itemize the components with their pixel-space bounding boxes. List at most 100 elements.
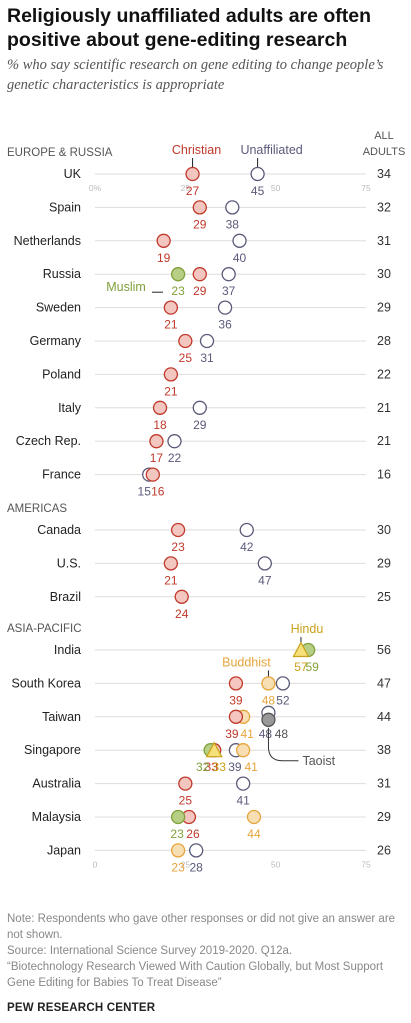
buddhist-marker	[170, 843, 186, 858]
unaffiliated-marker	[167, 434, 182, 449]
all-adults-value: 26	[377, 843, 391, 857]
axis-tick-label: 50	[271, 859, 281, 869]
buddhist-value-label: 44	[247, 827, 261, 841]
christian-marker	[228, 709, 244, 724]
unaffiliated-marker	[225, 200, 240, 215]
unaffiliated-value-label: 47	[258, 573, 272, 587]
country-label: Canada	[37, 523, 81, 537]
christian-value-label: 39	[229, 693, 243, 707]
region-header: AMERICAS	[7, 503, 67, 515]
muslim-marker	[170, 267, 186, 282]
region-header: ASIA-PACIFIC	[7, 623, 82, 635]
taoist-marker	[261, 712, 276, 727]
unaffiliated-value-label: 52	[276, 693, 290, 707]
unaffiliated-marker	[189, 843, 204, 858]
christian-value-label: 24	[175, 607, 189, 621]
hindu-value-label: 33	[213, 760, 227, 774]
christian-value-label: 21	[164, 384, 178, 398]
unaffiliated-value-label: 38	[226, 217, 240, 231]
hindu-series-label: Hindu	[291, 622, 324, 636]
muslim-value-label: 23	[171, 284, 185, 298]
chart-title: Religiously unaffiliated adults are ofte…	[7, 5, 372, 51]
unaffiliated-value-label: 31	[200, 351, 214, 365]
all-adults-header: ALL	[374, 130, 394, 142]
country-label: Netherlands	[14, 234, 81, 248]
country-label: Japan	[47, 843, 81, 857]
dot-plot: ALL ADULTS EUROPE & RUSSIA AMERICAS ASIA-PAC…	[7, 130, 405, 874]
christian-value-label: 19	[157, 251, 171, 265]
unaffiliated-value-label: 45	[251, 184, 265, 198]
buddhist-marker	[246, 809, 262, 825]
unaffiliated-marker	[250, 166, 265, 182]
hindu-marker	[292, 641, 310, 658]
all-adults-value: 22	[377, 367, 391, 381]
christian-value-label: 27	[186, 184, 200, 198]
chart-subtitle: % who say scientific research on gene ed…	[7, 57, 384, 93]
unaffiliated-value-label: 37	[222, 284, 236, 298]
muslim-value-label: 59	[306, 660, 320, 674]
all-adults-value: 25	[377, 590, 391, 604]
buddhist-value-label: 23	[171, 860, 185, 874]
country-label: France	[42, 468, 81, 482]
christian-value-label: 26	[186, 827, 200, 841]
axis-tick-label: 75	[361, 183, 371, 193]
unaffiliated-marker	[235, 776, 251, 791]
all-adults-value: 44	[377, 710, 391, 724]
christian-marker	[149, 434, 164, 449]
country-label: Germany	[30, 334, 82, 348]
christian-marker	[228, 676, 244, 691]
muslim-series-label: Muslim	[106, 280, 146, 294]
footer-brand: PEW RESEARCH CENTER	[7, 1002, 156, 1014]
all-adults-value: 47	[377, 676, 391, 690]
axis-tick-label: 0	[93, 859, 98, 869]
unaffiliated-value-label: 40	[233, 251, 247, 265]
all-adults-value: 31	[377, 777, 391, 791]
unaffiliated-marker	[239, 522, 254, 538]
christian-value-label: 25	[179, 351, 193, 365]
christian-marker	[170, 522, 186, 538]
christian-value-label: 16	[151, 485, 165, 499]
country-label: Australia	[32, 777, 81, 791]
christian-value-label: 23	[171, 540, 185, 554]
christian-value-label: 33	[205, 760, 219, 774]
muslim-value-label: 32	[196, 760, 210, 774]
country-label: Brazil	[50, 590, 81, 604]
unaffiliated-value-label: 28	[189, 860, 203, 874]
unaffiliated-marker	[257, 556, 272, 571]
christian-value-label: 39	[225, 727, 239, 741]
hindu-marker	[205, 741, 223, 758]
unaffiliated-value-label: 29	[193, 418, 207, 432]
notes: Note: Respondents who gave other respons…	[7, 911, 407, 991]
unaffiliated-value-label: 41	[236, 794, 250, 808]
christian-marker	[178, 333, 193, 349]
all-adults-value: 34	[377, 167, 391, 181]
buddhist-value-label: 48	[262, 693, 276, 707]
country-label: Czech Rep.	[16, 434, 81, 448]
country-label: Spain	[49, 200, 81, 214]
unaffiliated-value-label: 36	[218, 318, 232, 332]
all-adults-value: 21	[377, 434, 391, 448]
all-adults-value: 32	[377, 200, 391, 214]
christian-marker	[192, 200, 207, 215]
christian-marker	[192, 267, 207, 282]
christian-value-label: 21	[164, 318, 178, 332]
christian-marker	[156, 233, 171, 248]
unaffiliated-series-label: Unaffiliated	[240, 143, 302, 157]
christian-marker	[163, 367, 179, 382]
region-header: EUROPE & RUSSIA	[7, 147, 113, 159]
country-label: Sweden	[36, 301, 81, 315]
report-title-line: “Biotechnology Research Viewed With Caut…	[7, 961, 384, 989]
axis-tick-label: 50	[271, 183, 281, 193]
all-adults-value: 30	[377, 267, 391, 281]
all-adults-value: 29	[377, 810, 391, 824]
unaffiliated-value-label: 15	[138, 485, 152, 499]
hindu-value-label: 57	[294, 660, 308, 674]
taoist-value-label: 48	[275, 727, 289, 741]
buddhist-value-label: 41	[244, 760, 258, 774]
christian-value-label: 18	[153, 418, 167, 432]
buddhist-value-label: 41	[240, 727, 254, 741]
source-line: Source: International Science Survey 201…	[7, 945, 293, 957]
country-label: Italy	[58, 401, 82, 415]
christian-value-label: 29	[193, 284, 207, 298]
christian-value-label: 29	[193, 217, 207, 231]
